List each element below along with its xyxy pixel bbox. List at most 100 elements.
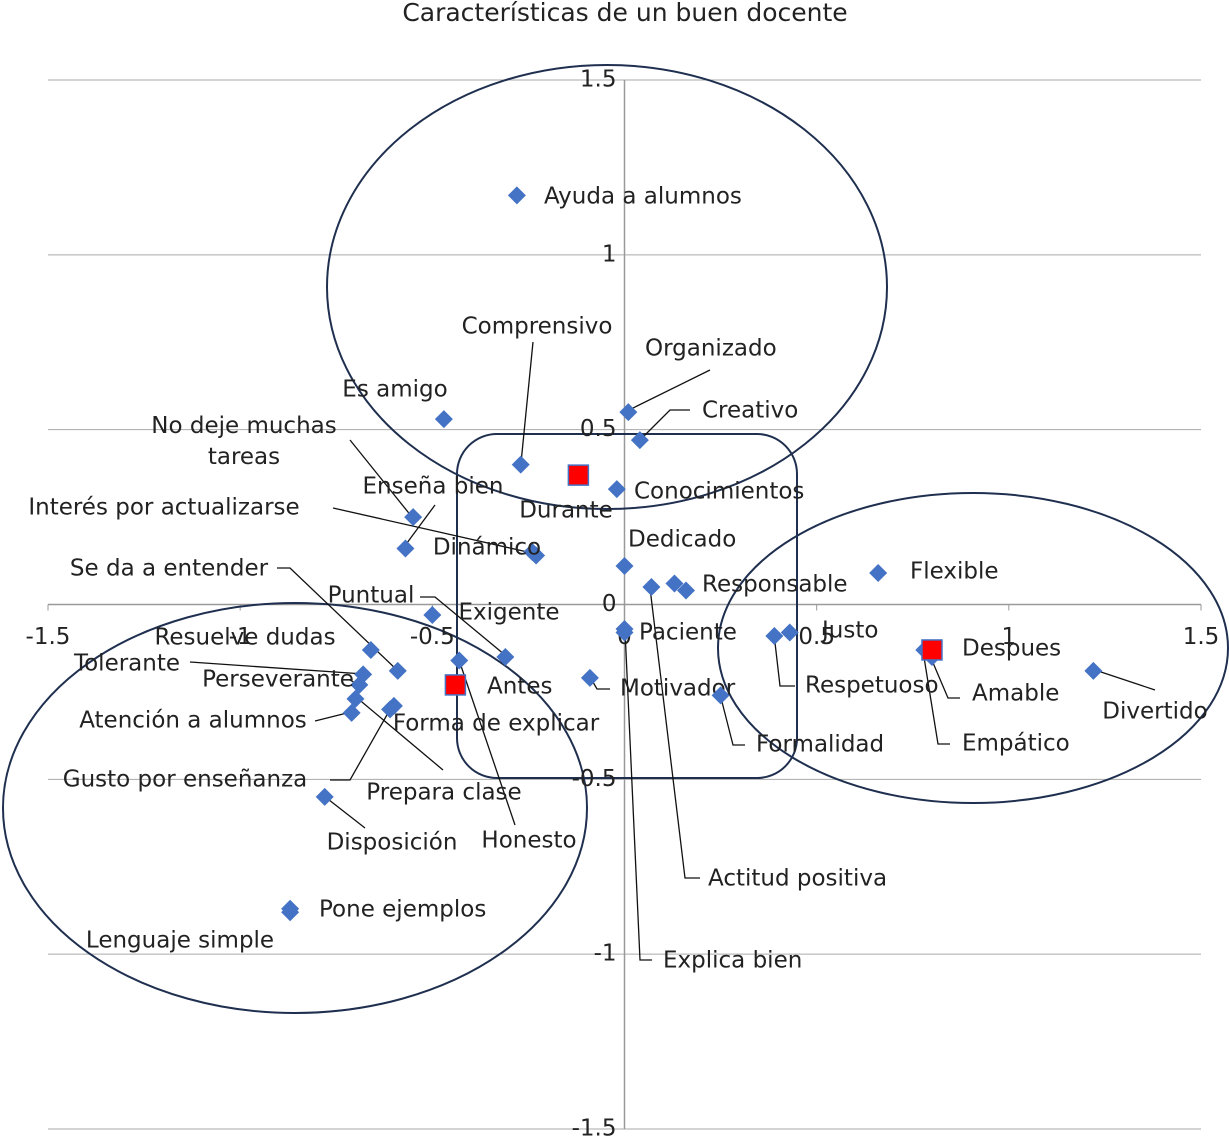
group-ellipse	[326, 64, 888, 510]
y-tick-label: -1	[594, 941, 617, 967]
leader-line	[458, 659, 516, 826]
point-diamond	[615, 619, 634, 638]
group-ellipse	[717, 492, 1229, 804]
leader-line	[773, 633, 795, 687]
leader-line	[330, 705, 393, 781]
leader-line	[624, 629, 652, 961]
point-label: Respetuoso	[805, 673, 939, 699]
leader-line	[628, 369, 711, 411]
point-label: Perseverante	[202, 667, 354, 693]
point-label: Es amigo	[342, 377, 447, 403]
point-label: Antes	[487, 674, 552, 700]
point-label: No deje muchas tareas	[151, 413, 336, 470]
point-label: Honesto	[481, 828, 576, 854]
point-diamond	[711, 686, 730, 705]
label-line: No deje muchas	[151, 413, 336, 439]
point-diamond	[346, 689, 365, 708]
point-label: Amable	[972, 681, 1059, 707]
leader-line	[520, 341, 534, 464]
point-square	[567, 464, 590, 486]
leader-line	[420, 596, 506, 656]
x-tick-label: 1.5	[1183, 624, 1220, 650]
x-tick-label: -1	[229, 624, 252, 650]
point-diamond	[396, 539, 415, 558]
y-tick-label: -1.5	[572, 1116, 617, 1138]
point-diamond	[619, 403, 638, 422]
point-label: Comprensivo	[462, 314, 613, 340]
y-tick-label: -0.5	[572, 766, 617, 792]
point-label: Lenguaje simple	[86, 928, 274, 954]
point-diamond	[350, 675, 369, 694]
point-label: Flexible	[910, 559, 999, 585]
point-diamond	[676, 581, 695, 600]
point-diamond	[665, 574, 684, 593]
point-diamond	[434, 410, 453, 429]
leader-line	[638, 409, 690, 442]
point-diamond	[342, 703, 361, 722]
y-tick-label: 0	[602, 591, 617, 617]
point-label: Actitud positiva	[708, 866, 887, 892]
point-label: Paciente	[639, 620, 737, 646]
point-label: Pone ejemplos	[319, 897, 486, 923]
point-label: Creativo	[702, 398, 798, 424]
leader-line	[277, 567, 399, 672]
point-label: Explica bien	[663, 948, 802, 974]
point-diamond	[404, 508, 423, 527]
point-label: Justo	[820, 618, 878, 644]
point-label: Prepara clase	[366, 780, 521, 806]
point-label: Durante	[519, 498, 613, 524]
point-diamond	[496, 647, 515, 666]
x-tick-label: -0.5	[410, 624, 455, 650]
point-diamond	[381, 700, 400, 719]
point-label: Puntual	[328, 583, 415, 609]
point-label: Organizado	[645, 336, 777, 362]
point-label: Enseña bien	[363, 474, 504, 500]
point-diamond	[1084, 661, 1103, 680]
point-label: Divertido	[1102, 699, 1207, 725]
point-label: Forma de explicar	[393, 711, 600, 737]
point-diamond	[642, 578, 661, 597]
point-label: Formalidad	[756, 732, 884, 758]
point-label: Interés por actualizarse	[28, 495, 299, 521]
groupings	[2, 64, 1229, 1014]
point-diamond	[511, 455, 530, 474]
point-diamond	[607, 480, 626, 499]
group-box	[456, 433, 798, 779]
point-label: Disposición	[327, 830, 458, 856]
point-label: Dinámico	[433, 535, 541, 561]
point-diamond	[423, 605, 442, 624]
point-label: Resuelve dudas	[154, 625, 335, 651]
leader-line	[355, 696, 444, 771]
point-diamond	[361, 640, 380, 659]
leader-line	[927, 650, 960, 699]
point-label: Se da a entender	[70, 556, 269, 582]
point-label: Empático	[962, 731, 1070, 757]
point-label: Responsable	[702, 572, 848, 598]
label-line: tareas	[208, 444, 280, 470]
y-tick-label: 1	[602, 241, 617, 267]
leader-line	[189, 661, 365, 675]
leader-line	[649, 587, 700, 879]
point-diamond	[523, 543, 542, 562]
y-tick-label: 0.5	[580, 416, 617, 442]
point-label: Gusto por enseñanza	[63, 767, 308, 793]
point-label: Ayuda a alumnos	[544, 184, 742, 210]
point-diamond	[315, 787, 334, 806]
leader-line	[922, 650, 950, 745]
y-tick-label: 1.5	[580, 67, 617, 93]
leader-line	[403, 504, 436, 548]
leader-line	[323, 795, 366, 829]
x-tick-label: 0.5	[798, 624, 835, 650]
point-diamond	[615, 557, 634, 576]
leader-line	[332, 507, 533, 554]
leader-line	[349, 439, 413, 518]
point-diamond	[630, 431, 649, 450]
x-tick-label: -1.5	[26, 624, 71, 650]
point-diamond	[450, 651, 469, 670]
chart-title: Características de un buen docente	[402, 0, 847, 27]
point-diamond	[281, 903, 300, 922]
point-label: Tolerante	[73, 651, 180, 677]
leader-line	[1091, 668, 1156, 691]
point-diamond	[580, 668, 599, 687]
